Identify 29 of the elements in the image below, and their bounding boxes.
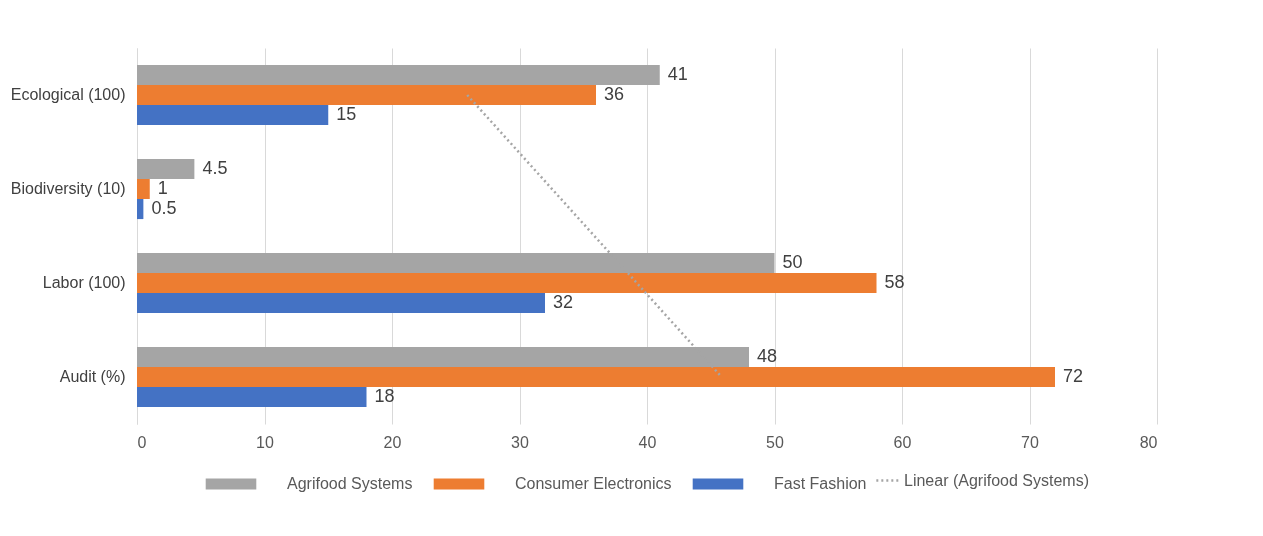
- legend-label: Linear (Agrifood Systems): [904, 471, 1089, 489]
- x-tick-label: 80: [1139, 433, 1158, 451]
- data-label: 50: [782, 251, 803, 272]
- legend-label: Fast Fashion: [774, 475, 867, 492]
- x-tick-label: 20: [383, 433, 402, 451]
- data-label: 15: [336, 104, 357, 125]
- legend-label: Consumer Electronics: [515, 475, 672, 492]
- data-label: 58: [884, 272, 905, 292]
- x-tick-label: 40: [638, 433, 657, 451]
- data-label: 36: [604, 84, 625, 104]
- x-tick-label: 50: [766, 433, 784, 451]
- x-tick-label: 0: [137, 433, 147, 451]
- x-tick-label: 10: [256, 433, 274, 451]
- y-tick-label: Biodiversity (10): [10, 180, 126, 197]
- data-label: 32: [553, 292, 574, 313]
- y-tick-label: Ecological (100): [10, 86, 126, 103]
- data-label: 1: [157, 178, 168, 198]
- data-label: 0.5: [151, 198, 177, 219]
- data-label: 18: [374, 386, 395, 407]
- data-label: 41: [667, 63, 688, 84]
- data-label: 48: [757, 345, 778, 366]
- x-tick-label: 70: [1021, 433, 1039, 451]
- x-tick-label: 60: [893, 433, 912, 451]
- y-tick-label: Labor (100): [42, 274, 126, 291]
- legend-label: Agrifood Systems: [287, 475, 413, 492]
- y-tick-label: Audit (%): [59, 368, 126, 385]
- data-label: 72: [1063, 366, 1084, 386]
- x-tick-label: 30: [511, 433, 529, 451]
- data-label: 4.5: [202, 157, 228, 178]
